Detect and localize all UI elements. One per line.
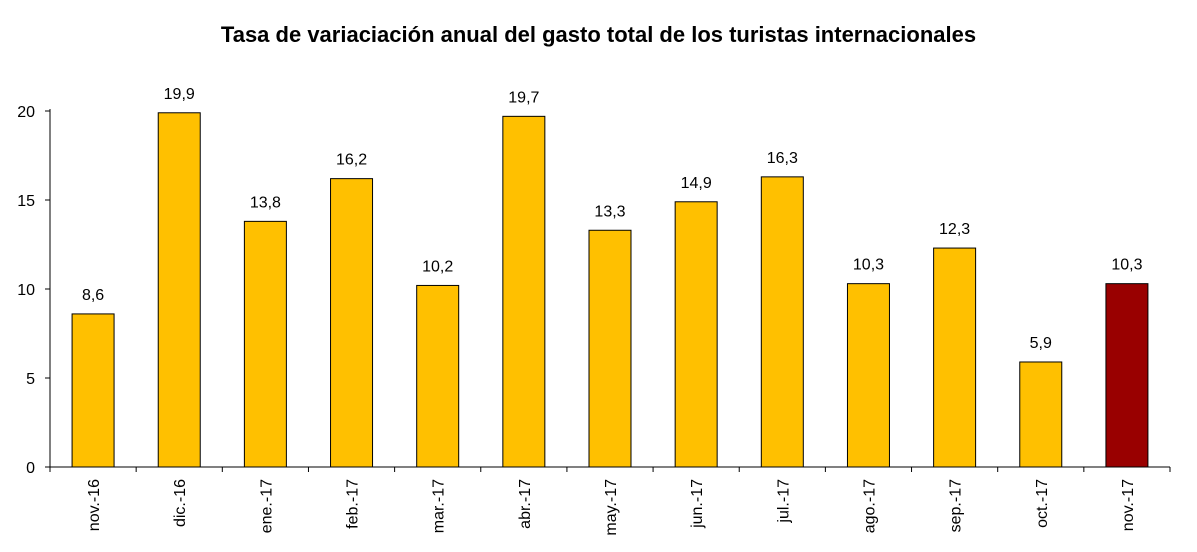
data-label: 16,2	[336, 152, 367, 169]
bar-jun.-17	[674, 201, 718, 468]
bar-oct.-17	[1019, 361, 1063, 468]
bar-ene.-17	[243, 220, 287, 468]
data-label: 10,3	[853, 257, 884, 274]
y-tick-label: 10	[17, 282, 35, 299]
x-tick-label: sep.-17	[948, 479, 965, 532]
x-tick-label: ago.-17	[861, 479, 878, 533]
bar-nov.-17	[1105, 283, 1149, 468]
data-label: 14,9	[681, 175, 712, 192]
bar-may.-17	[588, 229, 632, 468]
bar-dic.-16	[157, 112, 201, 468]
x-tick-label: nov.-17	[1120, 479, 1137, 531]
x-tick-label: jul.-17	[775, 479, 792, 524]
bar-abr.-17	[502, 115, 546, 468]
data-label: 10,3	[1111, 257, 1142, 274]
bar-ago.-17	[846, 283, 890, 468]
x-tick-label: nov.-16	[86, 479, 103, 531]
data-label: 13,3	[594, 203, 625, 220]
data-label: 19,7	[508, 89, 539, 106]
y-axis: 0 5 10 15 20	[17, 104, 51, 477]
data-label: 12,3	[939, 221, 970, 238]
x-axis: nov.-16 dic.-16 ene.-17 feb.-17 mar.-17 abr.-…	[49, 466, 1171, 536]
bar-mar.-17	[416, 284, 460, 468]
data-labels: 8,6 19,9 13,8 16,2 10,2 19,7 13,3 14,9 16,3 10,3 1…	[82, 86, 1143, 352]
bar-nov.-16	[71, 313, 115, 468]
bar-sep.-17	[933, 247, 977, 468]
data-label: 19,9	[164, 86, 195, 103]
data-label: 5,9	[1030, 335, 1052, 352]
data-label: 16,3	[767, 150, 798, 167]
x-tick-label: oct.-17	[1034, 479, 1051, 528]
bar-jul.-17	[760, 176, 804, 468]
y-tick-label: 0	[26, 460, 35, 477]
x-tick-label: abr.-17	[517, 479, 534, 529]
bar-feb.-17	[330, 178, 374, 468]
x-tick-label: mar.-17	[431, 479, 448, 533]
y-tick-label: 15	[17, 193, 35, 210]
bars	[71, 112, 1149, 468]
x-tick-label: may.-17	[603, 479, 620, 536]
y-tick-label: 5	[26, 371, 35, 388]
data-label: 13,8	[250, 194, 281, 211]
x-tick-label: dic.-16	[172, 479, 189, 527]
y-tick-label: 20	[17, 104, 35, 121]
data-label: 8,6	[82, 287, 104, 304]
x-tick-label: ene.-17	[258, 479, 275, 533]
chart-title: Tasa de variaciación anual del gasto tot…	[220, 22, 977, 47]
x-tick-label: feb.-17	[345, 479, 362, 529]
data-label: 10,2	[422, 258, 453, 275]
x-tick-label: jun.-17	[689, 479, 706, 529]
